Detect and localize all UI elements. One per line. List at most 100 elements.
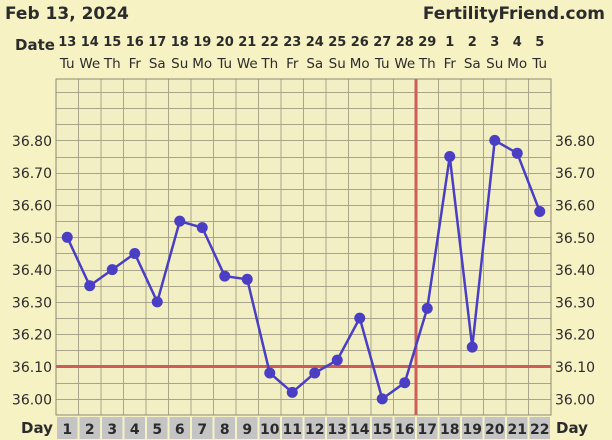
day-label: 10: [260, 422, 280, 438]
data-point: [534, 205, 546, 217]
data-point: [466, 341, 478, 353]
day-label: 22: [530, 422, 549, 438]
reference-lines: [56, 79, 551, 415]
day-label: 20: [485, 422, 505, 438]
day-label: 12: [305, 422, 324, 438]
date-label: 15: [103, 35, 121, 50]
day-cell: [484, 417, 505, 439]
day-cell: [57, 417, 78, 439]
weekday-label: Fr: [286, 56, 299, 72]
day-cell: [282, 417, 303, 439]
data-point: [129, 247, 141, 259]
data-point: [511, 147, 523, 159]
data-point: [106, 264, 118, 276]
date-label: 21: [238, 35, 256, 50]
day-cell: [102, 417, 123, 439]
data-point: [174, 215, 186, 227]
date-label: 1: [445, 35, 454, 50]
day-cell: [439, 417, 460, 439]
day-cell: [259, 417, 280, 439]
weekday-label: Th: [260, 56, 278, 72]
axis-labels: 36.00 36.00 36.10 36.10 36.20 36.20 36.30 36.30…: [12, 35, 595, 439]
data-point: [286, 386, 298, 398]
day-cell: [237, 417, 258, 439]
day-label: 3: [107, 422, 117, 438]
weekday-label: Th: [418, 56, 436, 72]
weekday-label: Tu: [374, 56, 390, 72]
weekday-label: Fr: [444, 56, 457, 72]
weekday-label: We: [237, 56, 258, 72]
y-tick-label-right: 36.20: [555, 328, 595, 344]
day-cell: [192, 417, 213, 439]
weekday-label: Sa: [149, 56, 166, 72]
weekday-label: We: [79, 56, 100, 72]
day-label: 6: [175, 422, 185, 438]
weekday-label: We: [394, 56, 415, 72]
data-point: [264, 367, 276, 379]
data-point: [444, 151, 456, 163]
weekday-label: Fr: [129, 56, 142, 72]
data-point: [376, 393, 388, 405]
y-tick-label: 36.00: [12, 392, 52, 408]
y-tick-label-right: 36.30: [555, 295, 595, 311]
day-cell: [169, 417, 190, 439]
chart-date: Feb 13, 2024: [5, 4, 129, 24]
y-tick-label: 36.30: [12, 295, 52, 311]
y-tick-label: 36.10: [12, 360, 52, 376]
date-label: 27: [373, 35, 391, 50]
temperature-series: [61, 134, 546, 405]
day-label: 14: [350, 422, 370, 438]
date-label: 2: [468, 35, 477, 50]
y-tick-label: 36.20: [12, 328, 52, 344]
day-cell: [304, 417, 325, 439]
day-label: 7: [197, 422, 207, 438]
day-label: 21: [508, 422, 527, 438]
weekday-label: Mo: [507, 56, 527, 72]
y-tick-label-right: 36.80: [555, 134, 595, 150]
y-tick-label-right: 36.60: [555, 199, 595, 215]
y-tick-label: 36.70: [12, 166, 52, 182]
date-label: 13: [58, 35, 76, 50]
weekday-label: Su: [329, 56, 346, 72]
data-point: [219, 270, 231, 282]
weekday-label: Mo: [192, 56, 212, 72]
day-label: 11: [283, 422, 302, 438]
date-label: 24: [306, 35, 324, 50]
day-cell: [417, 417, 438, 439]
weekday-label: Su: [486, 56, 503, 72]
weekday-label: Mo: [350, 56, 370, 72]
date-label: 20: [216, 35, 234, 50]
day-label: 17: [418, 422, 437, 438]
y-tick-label-right: 36.70: [555, 166, 595, 182]
day-label: 2: [85, 422, 95, 438]
data-point: [331, 354, 343, 366]
day-cell: [349, 417, 370, 439]
data-point: [399, 377, 411, 389]
date-label: 14: [81, 35, 99, 50]
plot-frame: [55, 78, 552, 416]
date-label: 26: [351, 35, 369, 50]
day-label: 8: [220, 422, 230, 438]
day-cell: [79, 417, 100, 439]
data-point: [196, 222, 208, 234]
day-cell: [507, 417, 528, 439]
date-label: 5: [535, 35, 544, 50]
day-cell: [372, 417, 393, 439]
day-label: 1: [62, 422, 72, 438]
day-label: 4: [130, 422, 140, 438]
weekday-label: Tu: [59, 56, 75, 72]
weekday-label: Th: [103, 56, 121, 72]
date-label: 25: [328, 35, 346, 50]
y-tick-label-right: 36.40: [555, 263, 595, 279]
weekday-label: Sa: [464, 56, 481, 72]
y-tick-label: 36.50: [12, 231, 52, 247]
date-label: 17: [148, 35, 166, 50]
date-label: 18: [171, 35, 189, 50]
weekday-label: Tu: [216, 56, 232, 72]
day-cell: [529, 417, 550, 439]
day-label: 19: [463, 422, 482, 438]
date-label: 22: [261, 35, 279, 50]
data-point: [354, 312, 366, 324]
y-tick-label-right: 36.10: [555, 360, 595, 376]
